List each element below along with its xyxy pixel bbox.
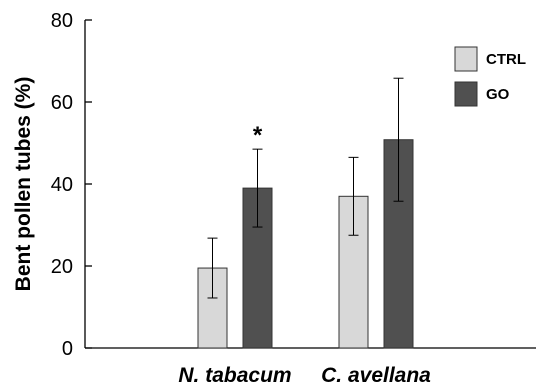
legend-label-ctrl: CTRL <box>486 51 526 68</box>
annotations: * <box>253 122 263 149</box>
legend-swatch-ctrl <box>454 46 478 72</box>
y-tick-label: 80 <box>51 10 73 32</box>
x-category-label: C. avellana <box>321 364 431 383</box>
legend-label-go: GO <box>486 86 510 103</box>
y-ticks: 0 20 40 60 80 <box>51 10 92 360</box>
x-category-label: N. tabacum <box>178 364 291 383</box>
legend: CTRL GO <box>454 46 526 107</box>
y-tick-label: 40 <box>51 174 73 196</box>
x-category-labels: N. tabacum C. avellana <box>178 364 431 383</box>
bars <box>197 139 414 349</box>
legend-swatch-go <box>454 81 478 107</box>
y-axis-title: Bent pollen tubes (%) <box>12 77 35 292</box>
y-tick-label: 20 <box>51 256 73 278</box>
error-bars <box>207 77 404 299</box>
significance-asterisk: * <box>253 122 263 149</box>
y-tick-label: 0 <box>62 338 73 360</box>
y-tick-label: 60 <box>51 92 73 114</box>
